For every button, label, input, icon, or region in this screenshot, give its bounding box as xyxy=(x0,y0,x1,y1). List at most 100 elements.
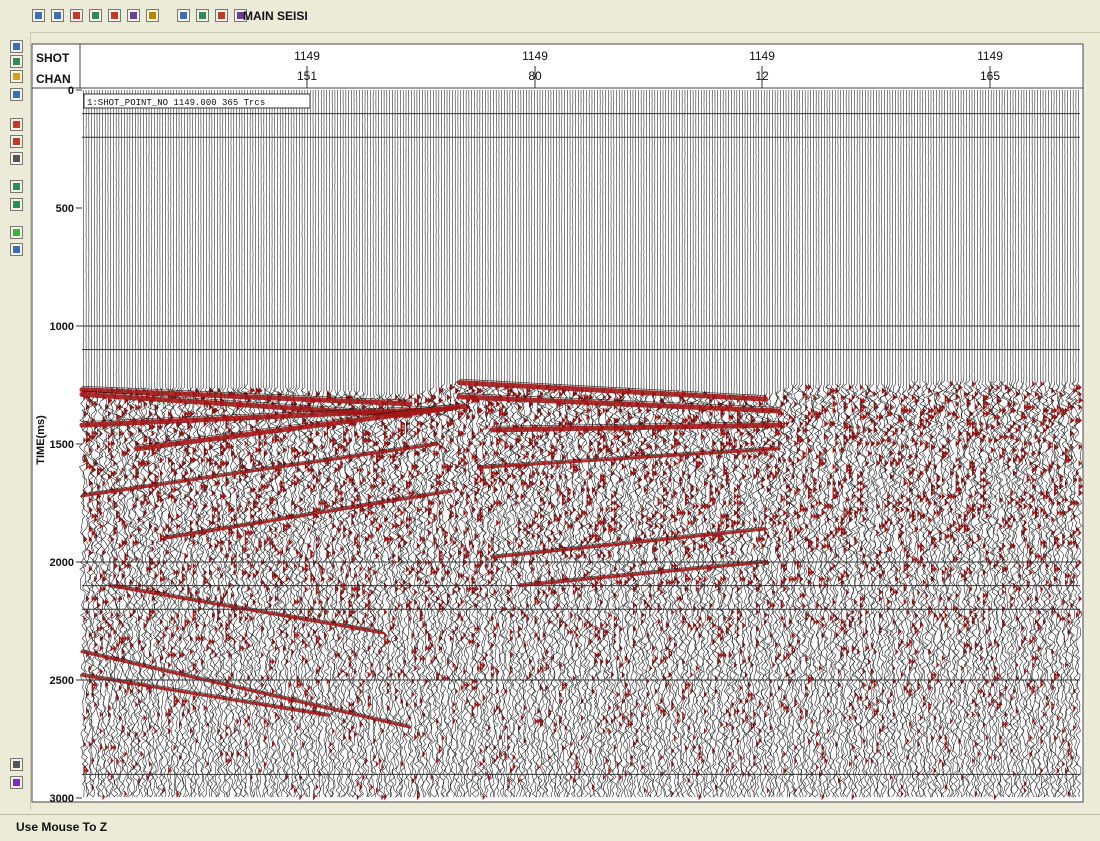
trace xyxy=(409,89,419,798)
trace-fill xyxy=(225,417,230,764)
left-tool-bookmark[interactable] xyxy=(10,776,23,789)
trace-wiggle xyxy=(732,89,742,798)
trace-wiggle xyxy=(754,89,764,798)
trace-wiggle xyxy=(595,89,605,798)
trace xyxy=(305,90,315,798)
trace xyxy=(716,89,725,798)
toolbar-button-color-display[interactable] xyxy=(70,9,83,22)
toolbar-button-filter[interactable] xyxy=(196,9,209,22)
left-tool-stack[interactable] xyxy=(10,152,23,165)
toolbar-button-flag[interactable] xyxy=(108,9,121,22)
trace-wiggle xyxy=(338,90,348,798)
trace-wiggle xyxy=(726,89,736,798)
trace-wiggle xyxy=(461,90,471,798)
trace-fill xyxy=(928,387,932,712)
trace-wiggle xyxy=(390,90,400,798)
toolbar-button-zoom-in[interactable] xyxy=(32,9,45,22)
trace-wiggle xyxy=(827,90,837,798)
trace xyxy=(962,89,971,798)
trace-wiggle xyxy=(849,90,859,798)
trace-fill xyxy=(583,394,588,629)
trace-fill xyxy=(88,397,93,748)
trace-fill xyxy=(348,394,353,741)
trace xyxy=(1000,89,1010,798)
trace-fill xyxy=(807,384,812,745)
trace xyxy=(556,89,567,798)
trace xyxy=(1055,89,1064,798)
left-tool-select[interactable] xyxy=(10,40,23,53)
y-tick-label: 3000 xyxy=(50,793,74,805)
trace-wiggle xyxy=(78,89,88,798)
trace-fill xyxy=(684,417,689,751)
trace-wiggle xyxy=(374,90,384,798)
trace-wiggle xyxy=(152,90,162,798)
trace-wiggle xyxy=(540,90,550,798)
trace-fill xyxy=(441,423,445,741)
trace-wiggle xyxy=(136,90,146,798)
trace xyxy=(437,89,447,798)
trace xyxy=(530,90,540,798)
trace-wiggle xyxy=(685,89,695,798)
trace-wiggle xyxy=(782,89,791,798)
toolbar-button-scale[interactable] xyxy=(234,9,247,22)
trace-fill xyxy=(955,387,960,612)
trace-wiggle xyxy=(445,90,455,798)
trace-fill xyxy=(285,512,289,781)
left-tool-pointer[interactable] xyxy=(10,758,23,771)
trace xyxy=(693,89,703,801)
left-tool-header[interactable] xyxy=(10,88,23,101)
left-tool-gain[interactable] xyxy=(10,135,23,148)
trace xyxy=(371,89,381,798)
trace-wiggle xyxy=(538,89,547,798)
left-tool-mute[interactable] xyxy=(10,118,23,131)
left-tool-spectrum[interactable] xyxy=(10,198,23,211)
trace xyxy=(300,89,310,798)
left-tool-refresh[interactable] xyxy=(10,226,23,239)
trace-wiggle xyxy=(278,90,287,798)
trace-wiggle xyxy=(959,90,969,798)
trace xyxy=(281,90,290,798)
toolbar-button-annotate[interactable] xyxy=(215,9,228,22)
trace-fill xyxy=(947,397,952,755)
header-tick: 1149 12 xyxy=(749,49,775,88)
trace-wiggle xyxy=(688,89,698,798)
trace-fill xyxy=(816,410,821,771)
trace-wiggle xyxy=(470,90,479,798)
trace xyxy=(655,89,665,798)
toolbar-button-zoom-out[interactable] xyxy=(51,9,64,22)
toolbar-button-wiggle-display[interactable] xyxy=(89,9,102,22)
trace xyxy=(1030,90,1040,798)
trace-fill xyxy=(315,390,320,791)
trace xyxy=(964,89,974,798)
trace-fill xyxy=(449,384,455,642)
toolbar-button-palette[interactable] xyxy=(127,9,140,22)
grid-icon xyxy=(149,12,156,19)
trace-wiggle xyxy=(964,89,974,798)
trace-wiggle xyxy=(269,89,280,798)
trace xyxy=(461,90,471,798)
left-tool-color-bar[interactable] xyxy=(10,70,23,83)
trace-wiggle xyxy=(702,90,711,798)
seismic-display[interactable]: SHOT CHAN 1149 151 1149 80 1149 12 1149 165 0 50… xyxy=(0,0,1100,810)
left-tool-trace[interactable] xyxy=(10,55,23,68)
trace xyxy=(926,90,936,798)
left-tool-velocity[interactable] xyxy=(10,180,23,193)
trace-wiggle xyxy=(365,89,375,798)
left-tool-save[interactable] xyxy=(10,243,23,256)
trace-wiggle xyxy=(1008,89,1018,798)
trace xyxy=(543,90,553,798)
toolbar-button-grid[interactable] xyxy=(146,9,159,22)
toolbar-button-pick[interactable] xyxy=(177,9,190,22)
trace-wiggle xyxy=(879,90,890,798)
trace-fill xyxy=(384,423,389,801)
trace xyxy=(899,89,909,798)
trace-wiggle xyxy=(245,90,255,798)
trace xyxy=(330,89,340,798)
trace-wiggle xyxy=(814,89,824,798)
trace xyxy=(1016,90,1026,798)
trace xyxy=(573,90,583,798)
trace-wiggle xyxy=(536,90,545,798)
trace xyxy=(325,89,334,798)
trace-wiggle xyxy=(358,90,367,798)
trace xyxy=(295,89,304,801)
